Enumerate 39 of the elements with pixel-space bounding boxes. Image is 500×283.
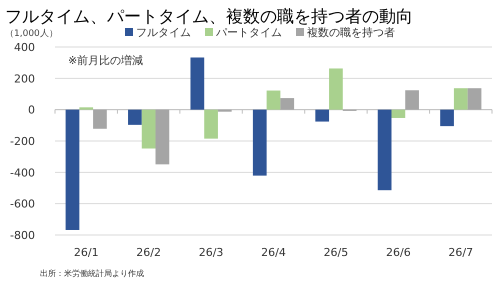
legend-label: 複数の職を持つ者 [307, 26, 395, 39]
bar [142, 110, 156, 149]
bar [405, 90, 419, 110]
x-tick-label: 26/7 [448, 246, 474, 259]
y-tick-label: -200 [10, 135, 35, 148]
legend-label: フルタイム [136, 26, 191, 39]
y-tick-label: 0 [28, 104, 35, 117]
bar [315, 110, 330, 122]
bar [204, 110, 218, 139]
text: 出所：米労働統計局より作成 [40, 269, 144, 278]
y-tick-label: 200 [14, 72, 35, 86]
x-tick-label: 26/3 [198, 246, 224, 259]
x-tick-label: 26/4 [261, 246, 286, 259]
bar [252, 110, 267, 176]
bar [468, 88, 482, 110]
bar [128, 110, 142, 125]
bar [266, 90, 280, 110]
legend-label: パートタイム [215, 26, 282, 39]
bar [391, 110, 406, 118]
y-tick-label: -400 [10, 166, 35, 180]
bar [66, 110, 80, 230]
bar [156, 110, 170, 164]
x-tick-label: 26/1 [74, 246, 99, 259]
y-tick-label: -800 [10, 229, 35, 242]
x-tick-label: 26/6 [386, 246, 411, 259]
bar [280, 98, 294, 110]
annotation: ※前月比の増減 [68, 54, 144, 67]
bar [190, 57, 204, 110]
bar [440, 110, 454, 126]
bar [454, 88, 468, 110]
chart-title: フルタイム、パートタイム、複数の職を持つ者の動向 [5, 7, 413, 27]
y-axis-title: （1,000人） [5, 28, 58, 39]
x-tick-label: 26/5 [324, 246, 348, 259]
y-tick-label: 400 [14, 41, 35, 54]
bar [329, 68, 343, 110]
y-tick-label: -600 [10, 198, 35, 211]
bar [378, 110, 392, 190]
x-tick-label: 26/2 [136, 246, 161, 259]
bar [93, 110, 107, 129]
